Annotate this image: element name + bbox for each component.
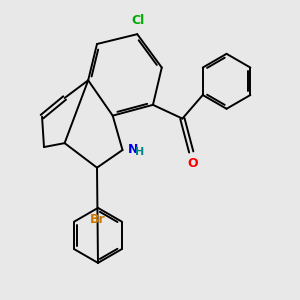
Text: O: O: [187, 157, 197, 170]
Text: H: H: [135, 147, 145, 157]
Text: Cl: Cl: [132, 14, 145, 27]
Text: Br: Br: [90, 213, 106, 226]
Text: N: N: [128, 143, 138, 157]
